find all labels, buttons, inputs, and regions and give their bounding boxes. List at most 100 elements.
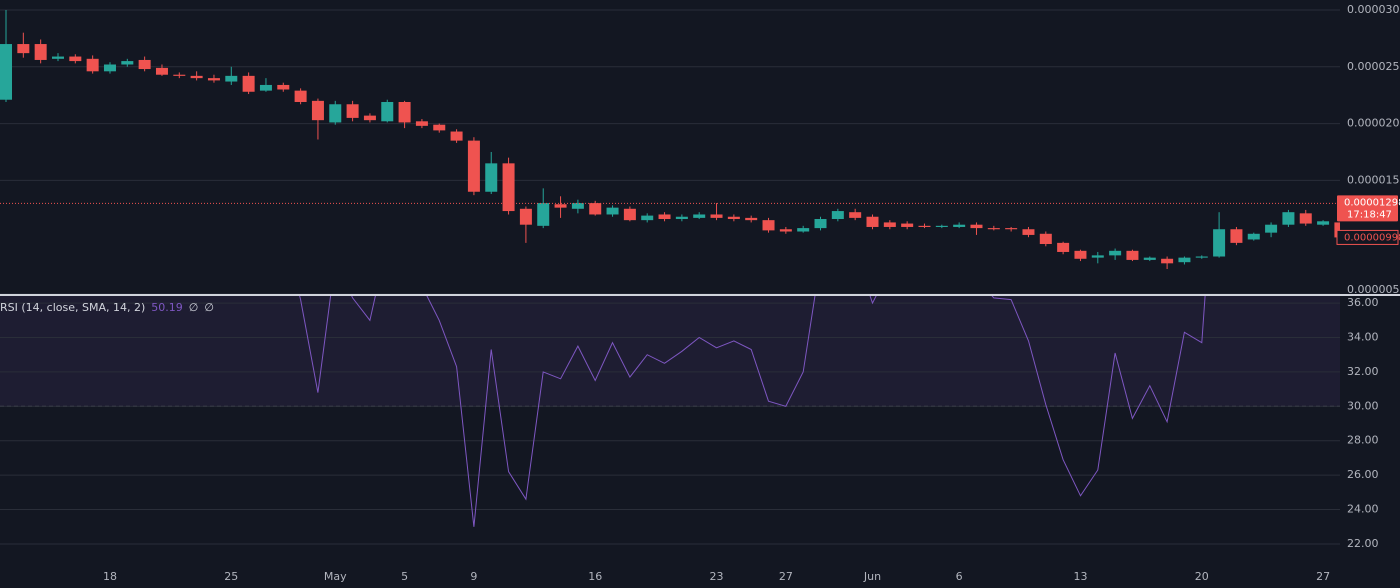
- candle-body: [831, 211, 844, 220]
- candle-body: [641, 215, 654, 221]
- x-tick-label: Jun: [863, 570, 881, 583]
- x-tick-label: 27: [1316, 570, 1330, 583]
- candle-body: [207, 78, 220, 81]
- candle-body: [953, 224, 966, 227]
- countdown: 17:18:47: [1347, 209, 1392, 220]
- candle-body: [935, 225, 948, 227]
- x-tick-label: 16: [588, 570, 602, 583]
- candle-body: [34, 44, 47, 60]
- candle-body: [883, 222, 896, 227]
- candle-body: [346, 104, 359, 118]
- candle-body: [866, 216, 879, 227]
- last-price-label: 0.00001298: [1344, 197, 1400, 208]
- y-tick-label: 0.00002500: [1347, 60, 1400, 73]
- candle-body: [606, 207, 619, 215]
- candle-body: [173, 74, 186, 76]
- rsi-value: 50.19: [151, 301, 183, 314]
- candle-body: [762, 220, 775, 231]
- candle-body: [589, 203, 602, 215]
- y-tick-label: 26.00: [1347, 468, 1379, 481]
- candle-body: [138, 59, 151, 70]
- candle-body: [225, 75, 238, 82]
- x-tick-label: May: [324, 570, 347, 583]
- candle-body: [1161, 258, 1174, 264]
- candle-body: [1005, 228, 1018, 230]
- candle-body: [398, 101, 411, 123]
- x-tick-label: 18: [103, 570, 117, 583]
- y-tick-label: 0.00002000: [1347, 117, 1400, 130]
- last-price-box: [1337, 195, 1398, 222]
- candle-body: [1247, 233, 1260, 240]
- candle-body: [277, 84, 290, 90]
- rsi-band: [0, 295, 1340, 407]
- candle-body: [1126, 250, 1139, 260]
- candle-body: [259, 84, 272, 91]
- candle-body: [242, 75, 255, 92]
- y-tick-label: 0.00001500: [1347, 173, 1400, 186]
- candle-body: [51, 56, 64, 59]
- candle-body: [571, 203, 584, 209]
- candle-body: [727, 216, 740, 220]
- candle-body: [485, 163, 498, 192]
- candle-body: [519, 208, 532, 225]
- candle-body: [1109, 250, 1122, 256]
- x-tick-label: 13: [1073, 570, 1087, 583]
- candle-body: [814, 219, 827, 229]
- candle-body: [1230, 229, 1243, 243]
- candle-body: [1143, 257, 1156, 260]
- price-label: 0.00000998: [1344, 232, 1400, 243]
- rsi-title: RSI (14, close, SMA, 14, 2): [0, 301, 145, 314]
- candle-body: [450, 131, 463, 141]
- y-tick-label: 0.00003000: [1347, 3, 1400, 16]
- candle-body: [155, 67, 168, 75]
- candle-body: [121, 61, 134, 65]
- candle-body: [849, 212, 862, 218]
- y-tick-label: 36.00: [1347, 296, 1379, 309]
- candle-body: [190, 75, 203, 79]
- candle-body: [658, 214, 671, 220]
- candle-body: [1074, 250, 1087, 259]
- candle-body: [710, 214, 723, 218]
- y-tick-label: 32.00: [1347, 365, 1379, 378]
- price-label-box: [1336, 229, 1399, 245]
- candle-body: [675, 216, 688, 220]
- candle-body: [433, 124, 446, 131]
- x-tick-label: 20: [1195, 570, 1209, 583]
- candle-body: [537, 203, 550, 226]
- x-tick-label: 5: [401, 570, 408, 583]
- y-tick-label: 34.00: [1347, 330, 1379, 343]
- candle-body: [103, 64, 116, 72]
- y-tick-label: 0.00000500: [1347, 283, 1400, 296]
- candle-body: [69, 56, 82, 62]
- candle-body: [901, 223, 914, 227]
- candle-body: [502, 163, 515, 212]
- candle-body: [779, 229, 792, 232]
- y-tick-label: 30.00: [1347, 399, 1379, 412]
- candle-body: [1195, 256, 1208, 258]
- candle-body: [797, 228, 810, 232]
- candle-body: [554, 204, 567, 208]
- candle-body: [1091, 255, 1104, 258]
- candle-body: [311, 100, 324, 121]
- x-tick-label: 27: [779, 570, 793, 583]
- candle-body: [0, 44, 12, 100]
- candle-body: [1282, 212, 1295, 225]
- candle-body: [86, 58, 99, 72]
- candle-body: [363, 115, 376, 121]
- candle-body: [294, 90, 307, 102]
- candle-body: [1265, 224, 1278, 233]
- candle-body: [1317, 221, 1330, 225]
- candle-body: [1022, 229, 1035, 235]
- candle-body: [17, 44, 30, 54]
- y-tick-label: 28.00: [1347, 434, 1379, 447]
- x-tick-label: 25: [224, 570, 238, 583]
- candle-body: [745, 217, 758, 221]
- x-tick-label: 6: [956, 570, 963, 583]
- candle-body: [693, 214, 706, 218]
- candle-body: [381, 101, 394, 122]
- rsi-legend: RSI (14, close, SMA, 14, 2) 50.19 ∅ ∅: [0, 301, 214, 314]
- candle-body: [918, 225, 931, 227]
- candle-body: [415, 121, 428, 126]
- candle-body: [1178, 257, 1191, 263]
- candle-body: [623, 208, 636, 221]
